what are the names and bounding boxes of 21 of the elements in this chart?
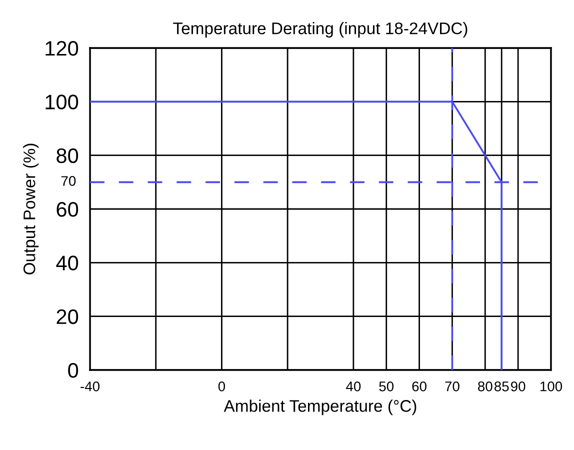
x-tick-label: 0 [218, 381, 226, 392]
x-tick-label: 50 [379, 381, 394, 392]
x-tick-label: 85 [494, 381, 509, 392]
y-tick-label: 80 [56, 148, 78, 164]
ref-line-label: 70 [61, 176, 76, 186]
y-tick-label: 40 [56, 256, 78, 270]
y-tick-label: 20 [56, 309, 78, 324]
y-tick-label: 120 [46, 41, 78, 56]
chart-title: Temperature Derating (input 18-24VDC) [173, 22, 468, 38]
x-tick-label: 90 [511, 381, 526, 392]
x-tick-label: 40 [346, 381, 361, 392]
y-axis-title: Output Power (%) [23, 144, 39, 274]
x-tick-label: 70 [445, 381, 460, 392]
y-tick-label: 60 [56, 202, 78, 217]
x-tick-label: 100 [540, 381, 562, 392]
x-tick-label: 60 [412, 381, 426, 392]
x-tick-label: 80 [478, 381, 492, 392]
x-axis-title: Ambient Temperature (°C) [224, 400, 416, 416]
y-tick-label: 100 [46, 94, 78, 110]
x-tick-label: -40 [80, 381, 100, 392]
y-tick-label: 0 [68, 363, 78, 378]
